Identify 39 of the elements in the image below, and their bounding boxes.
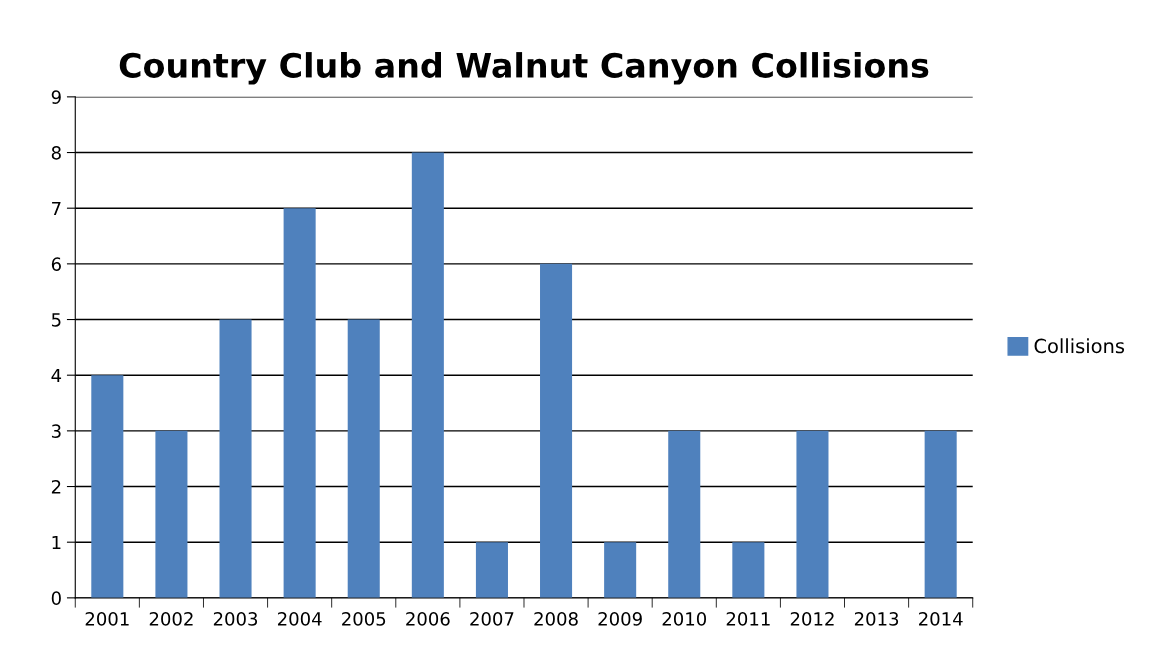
bar: [540, 263, 573, 598]
y-tick-label: 9: [51, 90, 61, 104]
bar: [604, 542, 637, 598]
x-tick-label: 2010: [662, 612, 707, 626]
x-tick-label: 2003: [213, 612, 258, 626]
bar: [411, 152, 444, 598]
x-tick-label: 2006: [406, 612, 450, 626]
bar: [91, 375, 124, 598]
bar: [796, 430, 829, 598]
bar: [155, 430, 188, 598]
chart-title: Country Club and Walnut Canyon Collisions: [119, 52, 929, 85]
y-tick-label: 0: [51, 591, 61, 605]
y-tick-label: 7: [52, 201, 61, 216]
x-tick-label: 2012: [790, 612, 834, 626]
bar: [219, 319, 252, 598]
x-tick-label: 2009: [598, 612, 642, 626]
bar: [283, 208, 316, 598]
x-tick-label: 2004: [277, 612, 322, 626]
y-tick-label: 5: [51, 313, 61, 327]
x-tick-label: 2002: [149, 612, 193, 626]
x-tick-label: 2013: [854, 612, 899, 626]
x-tick-label: 2008: [534, 612, 578, 626]
x-tick-label: 2014: [919, 612, 963, 626]
bar: [668, 430, 701, 598]
x-tick-label: 2011: [726, 612, 770, 626]
legend-label: Collisions: [1034, 338, 1125, 354]
bar: [924, 430, 957, 598]
y-tick-label: 3: [51, 424, 61, 438]
bar: [732, 542, 765, 598]
bar: [475, 542, 508, 598]
y-tick-label: 4: [51, 368, 62, 383]
bar: [347, 319, 380, 598]
x-tick-label: 2001: [85, 612, 129, 626]
y-tick-label: 8: [51, 145, 61, 160]
x-tick-label: 2007: [470, 612, 514, 626]
y-tick-label: 6: [51, 257, 61, 271]
y-tick-label: 2: [51, 479, 61, 494]
y-tick-label: 1: [52, 535, 61, 550]
x-tick-label: 2005: [342, 612, 386, 626]
